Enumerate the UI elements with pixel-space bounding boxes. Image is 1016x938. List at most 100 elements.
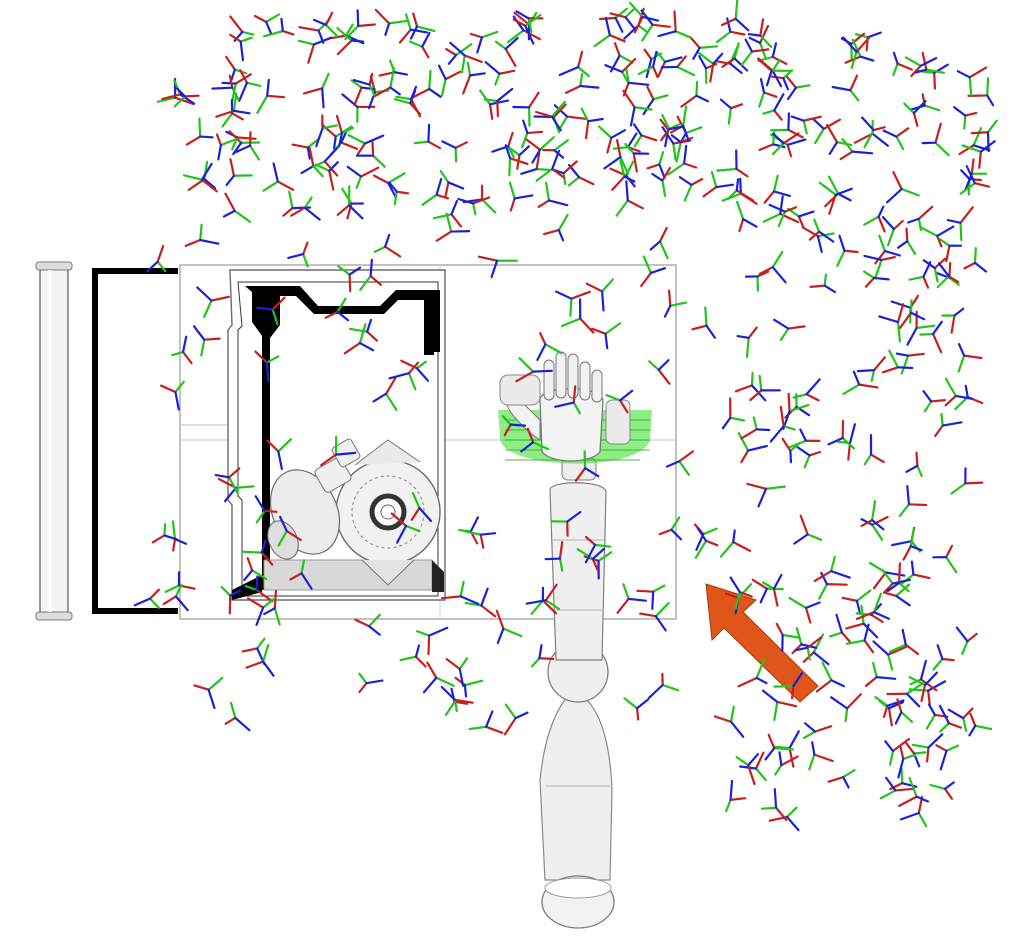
y-axis-line (219, 138, 238, 147)
coordinate-frame-icon (469, 30, 499, 54)
coordinate-frame-icon (512, 13, 542, 45)
z-axis-line (480, 587, 489, 607)
x-axis-line (659, 118, 670, 131)
x-axis-line (247, 597, 265, 609)
coordinate-frame-icon (769, 405, 796, 443)
z-axis-line (625, 180, 629, 202)
y-axis-line (460, 54, 466, 74)
z-axis-line (953, 106, 967, 117)
x-axis-line (161, 93, 182, 101)
coordinate-frame-icon (908, 671, 939, 703)
y-axis-line (312, 164, 324, 178)
x-axis-line (542, 228, 560, 236)
coordinate-frame-icon (422, 661, 455, 694)
coordinate-frame-icon (892, 51, 913, 77)
y-axis-line (265, 13, 281, 23)
y-axis-line (633, 106, 653, 111)
x-axis-line (754, 751, 765, 770)
z-axis-line (663, 56, 683, 63)
y-axis-line (619, 155, 630, 176)
coordinate-frame-icon (263, 17, 295, 38)
y-axis-line (642, 255, 652, 275)
x-axis-line (757, 58, 773, 72)
y-axis-line (524, 13, 542, 27)
y-axis-line (925, 68, 946, 74)
y-axis-line (411, 492, 421, 510)
y-axis-line (773, 747, 795, 751)
x-axis-line (266, 94, 286, 99)
y-axis-line (641, 23, 654, 42)
y-axis-line (863, 215, 880, 226)
coordinate-frame-icon (860, 500, 885, 531)
x-axis-line (512, 18, 527, 27)
x-axis-line (444, 181, 450, 197)
coordinate-frame-icon (863, 254, 896, 280)
z-axis-line (747, 444, 768, 452)
z-axis-line (886, 581, 901, 593)
z-axis-line (834, 187, 853, 196)
z-axis-line (715, 183, 735, 189)
x-axis-line (920, 683, 927, 703)
coordinate-frame-icon (874, 696, 905, 718)
y-axis-line (818, 583, 829, 600)
coordinate-frame-icon (359, 258, 382, 291)
z-axis-line (877, 205, 885, 218)
y-axis-line (887, 653, 894, 671)
coordinate-frame-icon (435, 212, 471, 242)
coordinate-frame-icon (597, 125, 627, 154)
x-axis-line (872, 571, 887, 590)
z-axis-line (823, 284, 837, 294)
y-axis-line (605, 394, 622, 402)
x-axis-line (526, 130, 544, 135)
coordinate-frame-icon (762, 93, 785, 121)
z-axis-line (786, 138, 807, 146)
coordinate-frame-icon (886, 681, 925, 708)
y-axis-line (919, 332, 935, 336)
y-axis-line (845, 639, 866, 645)
z-axis-line (830, 679, 846, 688)
x-axis-line (797, 215, 805, 228)
coordinate-frame-icon (648, 359, 671, 385)
z-axis-line (936, 225, 955, 238)
z-axis-line (696, 527, 708, 542)
z-axis-line (146, 260, 159, 273)
x-axis-line (359, 166, 380, 178)
y-axis-line (771, 59, 781, 72)
z-axis-line (279, 515, 288, 533)
z-axis-line (859, 55, 875, 62)
x-axis-line (870, 613, 884, 623)
y-axis-line (358, 672, 368, 685)
z-axis-line (906, 326, 918, 346)
coordinate-frame-icon (845, 604, 879, 639)
z-axis-line (862, 622, 879, 639)
z-axis-line (334, 451, 357, 456)
x-axis-line (371, 141, 375, 157)
x-axis-line (291, 143, 309, 149)
y-axis-line (737, 583, 753, 600)
rail-rod (35, 261, 73, 621)
y-axis-line (900, 354, 910, 375)
coordinate-frame-icon (735, 200, 758, 232)
z-axis-line (852, 370, 861, 386)
x-axis-line (608, 34, 626, 43)
x-axis-line (864, 276, 876, 288)
x-axis-line (254, 350, 269, 364)
x-axis-line (298, 26, 320, 32)
x-axis-line (787, 392, 791, 413)
y-axis-line (404, 524, 421, 533)
z-axis-line (733, 57, 749, 72)
z-axis-line (591, 547, 606, 561)
y-axis-line (256, 94, 269, 115)
x-axis-line (590, 327, 607, 335)
x-axis-line (713, 715, 733, 723)
y-axis-line (792, 393, 808, 399)
y-axis-line (855, 589, 872, 602)
coordinate-frame-icon (885, 171, 920, 204)
y-axis-line (900, 187, 920, 197)
y-axis-line (538, 136, 555, 151)
z-axis-line (338, 132, 344, 147)
coordinate-frame-icon (769, 112, 804, 139)
x-axis-line (963, 354, 983, 360)
x-axis-line (552, 103, 567, 119)
